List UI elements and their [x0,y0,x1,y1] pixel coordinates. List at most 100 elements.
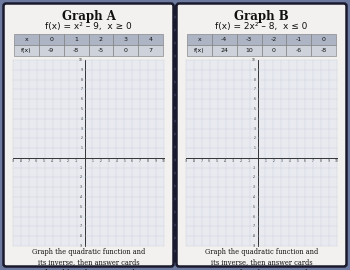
Text: 10: 10 [252,58,256,62]
Bar [186,60,337,246]
Text: 24: 24 [220,48,228,53]
FancyBboxPatch shape [4,4,174,266]
Text: Graph the quadratic function and
its inverse, then answer cards
#5 - #8 based on: Graph the quadratic function and its inv… [205,248,318,270]
Text: 3: 3 [81,127,83,130]
Text: 3: 3 [280,159,282,163]
Text: 0: 0 [272,48,276,53]
Text: -1: -1 [75,159,78,163]
Bar [89,34,113,45]
Text: 4: 4 [254,117,256,121]
Bar [39,45,64,56]
Bar [89,45,113,56]
Text: -6: -6 [253,215,256,219]
Text: 1: 1 [74,37,78,42]
Text: 1: 1 [265,159,266,163]
Bar [138,45,163,56]
Text: 7: 7 [139,159,141,163]
Text: 1: 1 [254,146,256,150]
Text: -8: -8 [253,234,256,238]
Text: -7: -7 [253,224,256,228]
Text: 2: 2 [99,159,102,163]
Text: 4: 4 [149,37,153,42]
Text: 1: 1 [81,146,83,150]
Text: 6: 6 [131,159,133,163]
Text: -9: -9 [80,244,83,248]
Text: -3: -3 [80,185,83,189]
Text: 7: 7 [254,87,256,91]
Text: 3: 3 [107,159,109,163]
Text: -3: -3 [253,185,256,189]
Text: 5: 5 [81,107,83,111]
Text: -2: -2 [67,159,70,163]
Text: -9: -9 [184,159,188,163]
Text: Graph the quadratic function and
its inverse, then answer cards
#1 - #4 based on: Graph the quadratic function and its inv… [32,248,145,270]
Text: -8: -8 [73,48,79,53]
Text: 2: 2 [81,136,83,140]
Bar [311,34,336,45]
Bar [261,45,286,56]
Text: 3: 3 [124,37,128,42]
Text: -5: -5 [98,48,104,53]
Bar [113,45,138,56]
Text: -4: -4 [51,159,54,163]
Bar [237,45,261,56]
Text: -1: -1 [80,166,83,170]
Text: -1: -1 [248,159,251,163]
Text: -9: -9 [253,244,256,248]
Text: -3: -3 [246,37,252,42]
Text: -1: -1 [253,166,256,170]
Bar [212,45,237,56]
Bar [286,34,311,45]
Text: -9: -9 [48,48,54,53]
Bar [187,34,212,45]
Text: -5: -5 [43,159,46,163]
Text: -2: -2 [271,37,277,42]
Text: -8: -8 [80,234,83,238]
Bar [286,45,311,56]
Text: 7: 7 [81,87,83,91]
Text: 2: 2 [254,136,256,140]
Text: f(x) = x² – 9,  x ≥ 0: f(x) = x² – 9, x ≥ 0 [45,22,132,31]
Text: -4: -4 [224,159,227,163]
Text: -8: -8 [20,159,22,163]
Text: 4: 4 [288,159,290,163]
Text: 0: 0 [49,37,53,42]
Text: 10: 10 [245,48,253,53]
Text: 5: 5 [254,107,256,111]
Text: -2: -2 [253,176,256,180]
Text: -9: -9 [12,159,15,163]
Bar [13,60,164,246]
Bar [64,34,89,45]
Text: x: x [197,37,201,42]
Text: 9: 9 [328,159,330,163]
Text: -7: -7 [27,159,30,163]
Text: 10: 10 [79,58,83,62]
Bar [212,34,237,45]
Text: -7: -7 [80,224,83,228]
Text: -4: -4 [80,195,83,199]
Text: -5: -5 [216,159,219,163]
Text: 1: 1 [92,159,93,163]
Text: -4: -4 [253,195,256,199]
Bar [311,45,336,56]
Bar [39,34,64,45]
Text: 2: 2 [99,37,103,42]
Text: -1: -1 [296,37,302,42]
Bar [113,34,138,45]
Bar [64,45,89,56]
Bar [14,34,39,45]
Text: 10: 10 [335,159,339,163]
Text: 9: 9 [155,159,157,163]
Text: x: x [25,37,28,42]
FancyBboxPatch shape [176,4,346,266]
Text: f(x): f(x) [21,48,32,53]
Text: -5: -5 [80,205,83,209]
Text: 8: 8 [81,77,83,82]
Text: 4: 4 [116,159,117,163]
Text: -6: -6 [296,48,302,53]
Bar [138,34,163,45]
Text: -5: -5 [253,205,256,209]
Text: 4: 4 [81,117,83,121]
Text: 2: 2 [273,159,274,163]
Text: 6: 6 [81,97,83,101]
